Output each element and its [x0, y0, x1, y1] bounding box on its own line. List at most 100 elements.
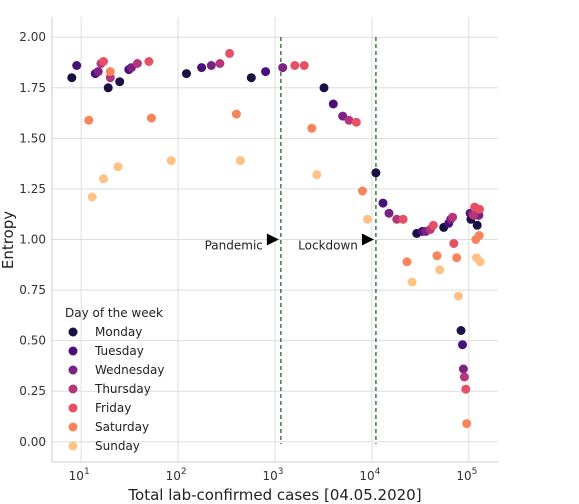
point-sunday [363, 214, 372, 224]
annotation-arrow [266, 233, 279, 246]
point-saturday [105, 67, 115, 77]
point-saturday [307, 123, 317, 133]
legend-label: Thursday [94, 382, 151, 396]
point-monday [67, 73, 77, 83]
x-tick-label: 105 [456, 467, 477, 483]
annotation-label: Lockdown [298, 239, 358, 253]
point-friday [461, 384, 471, 394]
data-points [67, 48, 485, 429]
x-tick-base: 10 [69, 469, 84, 483]
y-tick-label: 1.75 [19, 81, 46, 95]
point-saturday [402, 257, 412, 267]
legend-marker [68, 441, 78, 451]
point-saturday [231, 109, 241, 119]
point-wednesday [458, 364, 468, 374]
point-sunday [312, 170, 322, 180]
point-friday [225, 48, 235, 58]
point-wednesday [278, 63, 288, 73]
point-tuesday [378, 198, 388, 208]
point-saturday [84, 115, 94, 125]
legend: Day of the week Monday Tuesday Wednesday Th… [65, 306, 164, 453]
point-saturday [358, 186, 367, 196]
point-thursday [344, 115, 354, 125]
point-wednesday [384, 208, 394, 218]
x-tick-base: 10 [166, 469, 181, 483]
point-friday [398, 214, 408, 224]
point-monday [371, 168, 381, 178]
y-tick-label: 0.50 [19, 334, 46, 348]
legend-label: Monday [95, 325, 142, 339]
point-monday [456, 326, 466, 335]
point-sunday [113, 162, 123, 172]
annotations: Pandemic Lockdown [205, 233, 374, 253]
legend-label: Sunday [95, 439, 140, 453]
x-tick-exponent: 5 [472, 467, 478, 477]
y-tick-label: 0.25 [19, 384, 46, 398]
point-tuesday [197, 63, 207, 73]
y-tick-label: 0.00 [19, 435, 46, 449]
point-monday [103, 83, 113, 93]
point-friday [449, 239, 459, 248]
legend-marker [68, 365, 78, 375]
point-sunday [166, 156, 176, 166]
legend-label: Wednesday [95, 363, 164, 377]
point-saturday [452, 253, 462, 263]
y-tick-label: 1.00 [19, 233, 46, 247]
x-tick-exponent: 1 [84, 467, 90, 477]
legend-marker [68, 403, 78, 413]
point-monday [472, 220, 482, 230]
point-saturday [462, 419, 472, 429]
point-friday [290, 61, 300, 70]
point-friday [475, 204, 484, 214]
y-tick-label: 2.00 [19, 30, 46, 44]
point-tuesday [72, 61, 82, 70]
y-axis-title: Entropy [0, 211, 17, 269]
point-friday [299, 61, 309, 70]
point-thursday [459, 372, 469, 382]
point-wednesday [93, 67, 103, 77]
point-sunday [235, 156, 245, 166]
x-tick-base: 10 [359, 469, 374, 483]
point-friday [351, 117, 361, 127]
x-tick-label: 104 [359, 467, 380, 483]
event-lines [280, 37, 377, 444]
y-tick-label: 0.75 [19, 283, 46, 297]
point-sunday [99, 174, 108, 184]
legend-label: Friday [95, 401, 131, 415]
point-thursday [469, 210, 479, 220]
x-tick-label: 102 [166, 467, 187, 483]
point-tuesday [458, 340, 467, 350]
y-tick-label: 1.50 [19, 131, 46, 145]
legend-label: Saturday [95, 420, 149, 434]
x-tick-exponent: 4 [375, 467, 381, 477]
point-tuesday [261, 67, 271, 77]
legend-marker [68, 327, 78, 337]
legend-marker [68, 422, 78, 432]
x-tick-labels: 101 102 103 104 105 [69, 467, 478, 483]
point-thursday [215, 59, 225, 68]
point-saturday [432, 251, 442, 261]
point-saturday [474, 231, 484, 240]
x-tick-label: 101 [69, 467, 90, 483]
legend-title: Day of the week [65, 306, 163, 320]
point-friday [99, 57, 108, 66]
x-tick-exponent: 3 [278, 467, 284, 477]
x-tick-base: 10 [262, 469, 277, 483]
x-tick-label: 103 [262, 467, 283, 483]
point-sunday [453, 291, 463, 301]
point-sunday [435, 265, 445, 275]
point-friday [428, 220, 438, 230]
y-tick-labels: 0.00 0.25 0.50 0.75 1.00 1.25 1.50 1.75 2.00 [19, 30, 46, 449]
legend-label: Tuesday [94, 344, 144, 358]
point-thursday [132, 59, 142, 68]
point-sunday [407, 277, 417, 287]
point-tuesday [328, 99, 338, 109]
x-axis-title: Total lab-confirmed cases [04.05.2020] [127, 486, 421, 504]
annotation-arrow [361, 233, 374, 246]
legend-marker [68, 384, 78, 394]
point-monday [115, 77, 125, 87]
point-monday [182, 69, 191, 79]
point-friday [144, 57, 154, 66]
point-wednesday [206, 61, 216, 70]
